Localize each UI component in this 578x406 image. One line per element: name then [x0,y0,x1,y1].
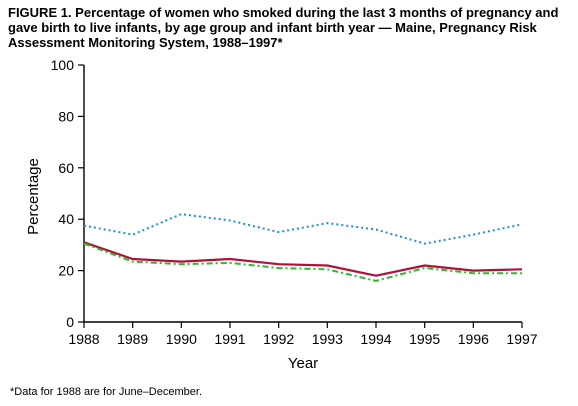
chart-series [83,213,523,282]
series-line-1 [83,213,523,245]
y-axis-label: Percentage [25,158,42,235]
x-tick-label: 1994 [360,331,391,347]
x-tick-label: 1989 [117,331,148,347]
x-axis-label: Year [288,355,318,372]
x-tick-label: 1996 [458,331,489,347]
y-tick-label: 80 [58,108,74,124]
y-tick-label: 100 [51,57,75,73]
y-tick-label: 20 [58,263,74,279]
x-tick-label: 1988 [68,331,99,347]
chart-axes [83,65,522,323]
y-tick-label: 0 [66,314,74,330]
x-tick-label: 1995 [409,331,440,347]
x-tick-label: 1997 [506,331,537,347]
y-tick-label: 60 [58,160,74,176]
x-tick-label: 1991 [214,331,245,347]
y-axis-ticks: 0 20 40 60 80 100 [51,57,84,330]
series-line-2 [83,241,523,277]
x-tick-label: 1992 [263,331,294,347]
x-tick-label: 1993 [312,331,343,347]
x-tick-label: 1990 [166,331,197,347]
footnote: *Data for 1988 are for June–December. [10,386,203,398]
series-line-3 [83,242,522,282]
y-tick-label: 40 [58,211,74,227]
x-axis-ticks: 1988 1989 1990 1991 1992 1993 1994 1995 1996 1997 [68,322,538,347]
figure-title: FIGURE 1. Percentage of women who smoked… [8,5,559,50]
